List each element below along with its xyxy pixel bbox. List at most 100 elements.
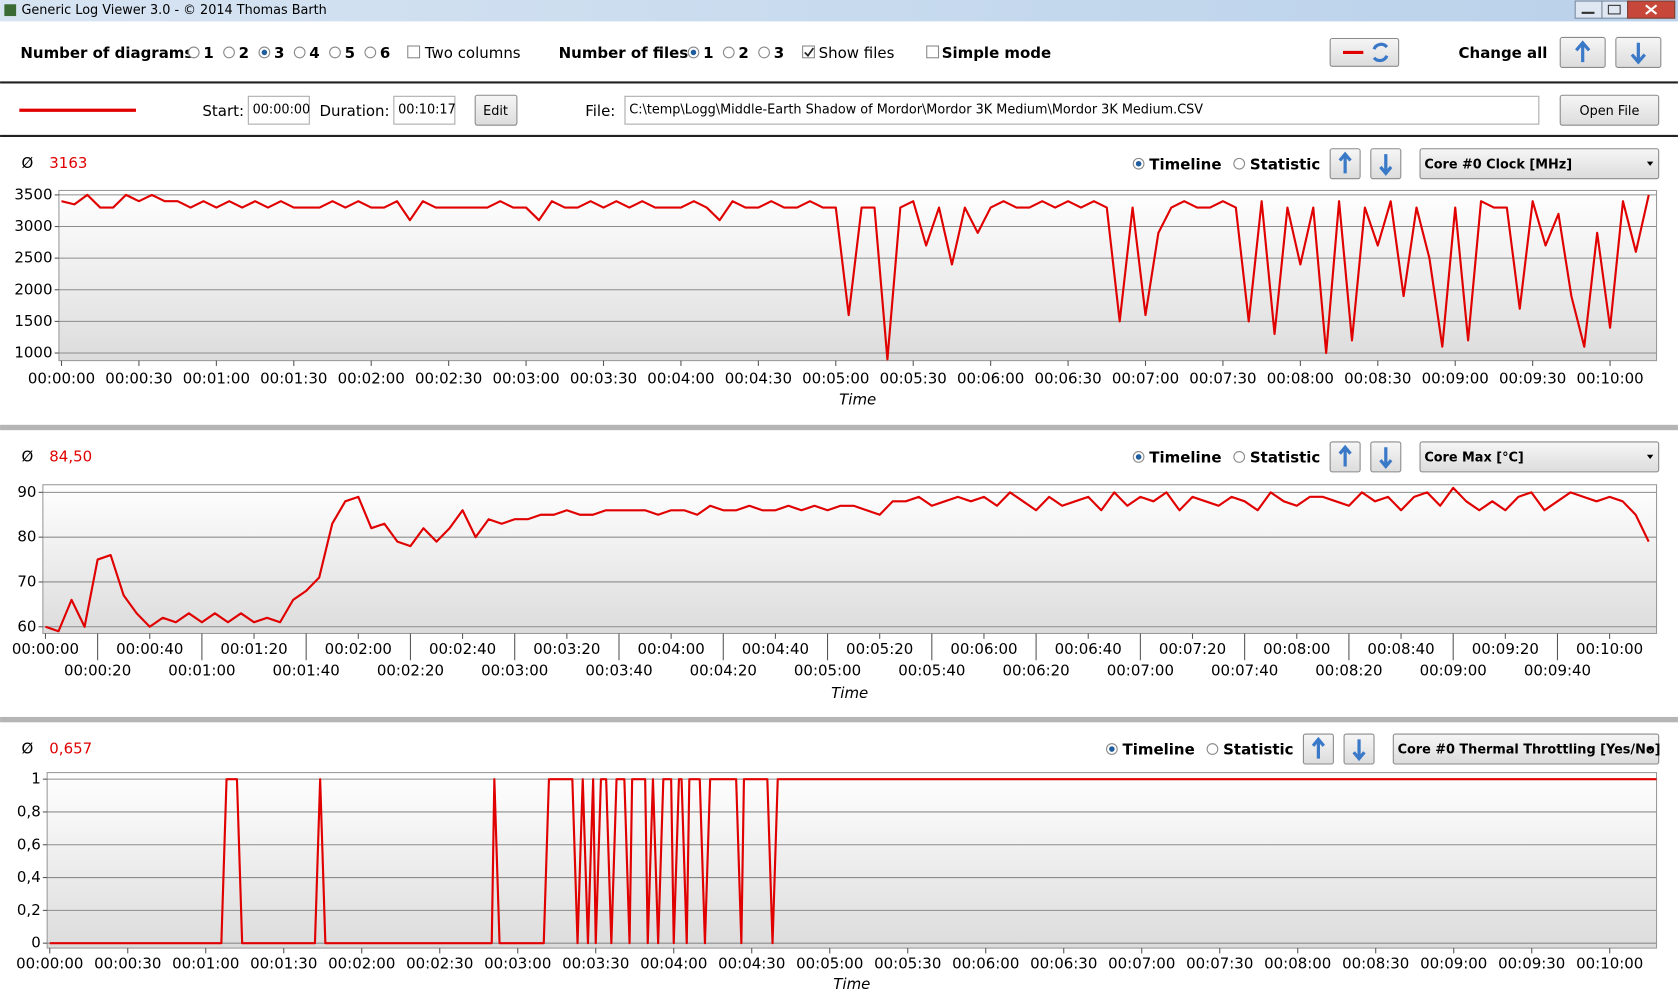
x-tick-label: 00:01:00 — [183, 369, 250, 387]
color-button[interactable] — [1329, 37, 1400, 67]
radio-button[interactable] — [187, 46, 200, 59]
timeline-option[interactable]: Timeline — [1149, 155, 1221, 173]
checkbox[interactable] — [802, 45, 815, 59]
x-tick-label: 00:05:00 — [796, 955, 863, 973]
duration-input[interactable] — [393, 95, 456, 125]
title-bar — [0, 0, 1678, 22]
statistic-option[interactable]: Statistic — [1250, 155, 1320, 173]
diagram-option[interactable]: 5 — [345, 44, 355, 62]
open-file-button[interactable] — [1559, 94, 1660, 126]
file-path-input[interactable] — [624, 95, 1540, 125]
plot-area — [46, 772, 1658, 949]
radio-button[interactable] — [722, 46, 735, 59]
file-option[interactable]: 3 — [774, 44, 784, 62]
radio-dot — [261, 49, 268, 56]
sensor-dropdown[interactable] — [1392, 733, 1660, 765]
timeline-option[interactable]: Timeline — [1149, 448, 1221, 466]
y-tick-label: 90 — [17, 483, 36, 501]
radio-button[interactable] — [1233, 157, 1246, 170]
x-tick-label: 00:06:30 — [1030, 955, 1097, 973]
x-tick-label: 00:08:00 — [1264, 955, 1331, 973]
x-tick-label: 00:02:00 — [338, 369, 405, 387]
x-tick-label: 00:08:20 — [1315, 661, 1382, 679]
file-path: C:\temp\Logg\Middle-Earth Shadow of Mord… — [629, 103, 1203, 118]
simple-mode-label[interactable]: Simple mode — [942, 44, 1051, 62]
window-controls[interactable] — [1574, 0, 1676, 19]
maximize-button[interactable] — [1601, 0, 1629, 19]
x-tick-label: 00:09:00 — [1422, 369, 1489, 387]
x-tick-label: 00:07:00 — [1112, 369, 1179, 387]
minimize-button[interactable] — [1574, 0, 1603, 19]
x-tick-label: 00:00:30 — [105, 369, 172, 387]
x-tick-label: 00:09:30 — [1498, 955, 1565, 973]
diagram-option[interactable]: 2 — [239, 44, 249, 62]
x-tick-label: 00:00:40 — [116, 640, 183, 658]
x-tick-label: 00:02:00 — [328, 955, 395, 973]
y-tick-label: 0,4 — [17, 868, 41, 886]
statistic-option[interactable]: Statistic — [1250, 448, 1320, 466]
radio-button[interactable] — [1206, 743, 1219, 755]
start-label: Start: — [202, 102, 244, 120]
average-symbol: Ø — [21, 740, 33, 758]
x-tick-label: 00:03:00 — [484, 955, 551, 973]
sensor-dropdown[interactable] — [1419, 148, 1660, 180]
x-tick-label: 00:09:00 — [1420, 955, 1487, 973]
sensor-name: Core Max [°C] — [1424, 450, 1523, 465]
x-tick-label: 00:02:30 — [406, 955, 473, 973]
checkbox[interactable] — [926, 45, 940, 59]
down-arrow — [1352, 739, 1366, 762]
start-input[interactable] — [247, 95, 310, 125]
y-tick-label: 1 — [31, 770, 41, 788]
x-tick-label: 00:03:30 — [570, 369, 637, 387]
radio-button[interactable] — [758, 46, 770, 59]
files-label: Number of files — [559, 44, 689, 62]
x-tick-label: 00:06:00 — [952, 955, 1019, 973]
down-arrow — [1379, 154, 1393, 176]
edit-button[interactable] — [474, 94, 518, 126]
x-tick-label: 00:09:40 — [1524, 661, 1591, 679]
plot-area — [42, 484, 1658, 635]
x-tick-label: 00:03:00 — [481, 661, 548, 679]
diagram-option[interactable]: 1 — [203, 44, 213, 62]
app-icon — [4, 4, 17, 17]
average-value: 0,657 — [49, 740, 92, 758]
y-tick-label: 0,6 — [17, 835, 41, 853]
radio-button[interactable] — [364, 46, 377, 59]
diagram-option[interactable]: 3 — [274, 44, 284, 62]
x-tick-label: 00:01:30 — [260, 369, 327, 387]
radio-button[interactable] — [329, 46, 341, 59]
x-tick-label: 00:01:20 — [220, 640, 287, 658]
y-tick-label: 0,2 — [17, 901, 41, 919]
x-tick-label: 00:07:00 — [1108, 955, 1175, 973]
x-tick-label: 00:00:20 — [64, 661, 131, 679]
y-tick-label: 2000 — [14, 280, 52, 298]
x-tick-label: 00:07:00 — [1107, 661, 1174, 679]
file-option[interactable]: 1 — [703, 44, 713, 62]
show-files-label[interactable]: Show files — [819, 44, 895, 62]
timeline-option[interactable]: Timeline — [1123, 741, 1195, 759]
x-tick-label: 00:03:20 — [533, 640, 600, 658]
panel-divider — [0, 424, 1678, 431]
file-option[interactable]: 2 — [738, 44, 748, 62]
down-arrow — [1379, 447, 1393, 470]
open-file-label: Open File — [1580, 104, 1640, 119]
checkbox[interactable] — [407, 45, 421, 59]
statistic-option[interactable]: Statistic — [1223, 741, 1293, 759]
average-symbol: Ø — [21, 154, 33, 172]
radio-button[interactable] — [223, 46, 235, 59]
radio-button[interactable] — [293, 46, 306, 59]
x-tick-label: 00:08:40 — [1367, 640, 1434, 658]
two-columns-label[interactable]: Two columns — [424, 44, 521, 62]
sensor-dropdown[interactable] — [1419, 441, 1660, 473]
x-tick-label: 00:05:40 — [898, 661, 965, 679]
x-tick-label: 00:05:00 — [794, 661, 861, 679]
diagrams-label: Number of diagrams — [20, 44, 193, 62]
diagram-option[interactable]: 6 — [380, 44, 390, 62]
sensor-name: Core #0 Thermal Throttling [Yes/No] — [1398, 743, 1661, 758]
y-tick-label: 0,8 — [17, 802, 41, 820]
radio-button[interactable] — [1233, 451, 1246, 463]
x-tick-label: 00:06:20 — [1002, 661, 1069, 679]
x-tick-label: 00:05:30 — [880, 369, 947, 387]
average-value: 84,50 — [49, 447, 92, 465]
diagram-option[interactable]: 4 — [309, 44, 319, 62]
